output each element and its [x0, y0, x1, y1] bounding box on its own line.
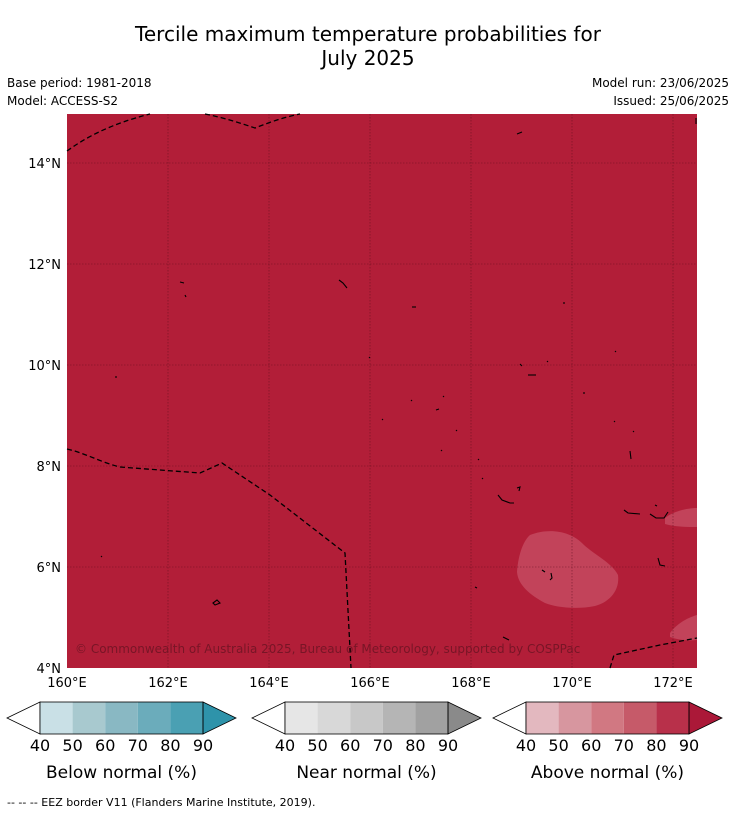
colorbar-segment — [317, 702, 351, 734]
colorbar-outline — [39, 701, 204, 735]
colorbar-outline — [525, 701, 690, 735]
colorbar-tick: 90 — [438, 736, 458, 755]
latitude-labels: 14°N 12°N 10°N 8°N 6°N 4°N — [28, 157, 61, 677]
colorbar-tick: 80 — [405, 736, 425, 755]
colorbar-high-extension — [688, 701, 723, 735]
colorbar-segment — [72, 702, 106, 734]
title-line-2: July 2025 — [321, 46, 415, 70]
colorbar-segment — [591, 702, 624, 734]
colorbar-tick: 40 — [516, 736, 536, 755]
colorbar-tick: 70 — [128, 736, 148, 755]
map-title: Tercile maximum temperature probabilitie… — [0, 22, 736, 70]
colorbar-tick: 90 — [193, 736, 213, 755]
lon-label: 164°E — [249, 676, 289, 691]
colorbar-segment — [526, 702, 559, 734]
colorbar-near-normal: 40 50 60 70 80 90 Near normal (%) — [251, 701, 482, 783]
eez-borders — [66, 113, 698, 669]
colorbar-segment — [285, 702, 318, 734]
issued-date: Issued: 25/06/2025 — [613, 94, 729, 108]
meta-right: Model run: 23/06/2025 Issued: 25/06/2025 — [592, 74, 729, 110]
colorbar-low-extension — [6, 701, 41, 735]
colorbar-tick: 80 — [160, 736, 180, 755]
colorbar-title: Below normal (%) — [46, 763, 197, 783]
colorbar-high-extension — [447, 701, 482, 735]
eez-footnote: -- -- -- EEZ border V11 (Flanders Marine… — [7, 796, 316, 809]
lon-label: 166°E — [350, 676, 390, 691]
colorbar-segment — [656, 702, 689, 734]
lat-label: 8°N — [37, 460, 62, 475]
colorbar-segment — [382, 702, 416, 734]
map-panel: © Commonwealth of Australia 2025, Bureau… — [66, 113, 698, 669]
meta-left: Base period: 1981-2018 Model: ACCESS-S2 — [7, 74, 152, 110]
lower-probability-patch — [517, 531, 619, 608]
lon-label: 168°E — [451, 676, 491, 691]
lon-label: 170°E — [552, 676, 592, 691]
colorbar-above-normal: 40 50 60 70 80 90 Above normal (%) — [492, 701, 723, 783]
colorbar-tick: 60 — [95, 736, 115, 755]
lat-label: 14°N — [28, 157, 61, 172]
colorbar-title: Near normal (%) — [296, 763, 436, 783]
lower-probability-patch — [670, 615, 697, 641]
colorbar-segment — [415, 702, 448, 734]
title-line-1: Tercile maximum temperature probabilitie… — [135, 22, 601, 46]
lat-label: 6°N — [37, 561, 62, 576]
colorbar-outline — [284, 701, 449, 735]
lat-label: 4°N — [37, 662, 62, 677]
lon-label: 160°E — [47, 676, 87, 691]
colorbar-segment — [350, 702, 383, 734]
model-name: Model: ACCESS-S2 — [7, 94, 119, 108]
colorbar-tick: 40 — [275, 736, 295, 755]
colorbar-segment — [137, 702, 171, 734]
gridlines — [67, 114, 697, 668]
longitude-labels: 160°E 162°E 164°E 166°E 168°E 170°E 172°… — [47, 676, 693, 691]
copyright-notice: © Commonwealth of Australia 2025, Bureau… — [75, 642, 580, 656]
colorbar-high-extension — [202, 701, 237, 735]
lon-label: 162°E — [148, 676, 188, 691]
colorbar-segment — [40, 702, 73, 734]
lat-label: 12°N — [28, 258, 61, 273]
colorbar-tick: 50 — [307, 736, 327, 755]
colorbar-segment — [623, 702, 657, 734]
colorbar-tick: 70 — [373, 736, 393, 755]
colorbar-tick: 50 — [62, 736, 82, 755]
colorbar-tick: 80 — [646, 736, 666, 755]
colorbar-tick: 60 — [340, 736, 360, 755]
colorbar-tick: 50 — [548, 736, 568, 755]
colorbar-segment — [170, 702, 203, 734]
colorbar-low-extension — [492, 701, 527, 735]
colorbar-tick: 90 — [679, 736, 699, 755]
colorbar-tick: 60 — [581, 736, 601, 755]
colorbar-below-normal: 40 50 60 70 80 90 Below normal (%) — [6, 701, 237, 783]
base-period: Base period: 1981-2018 — [7, 76, 152, 90]
islands — [100, 118, 697, 641]
lat-label: 10°N — [28, 359, 61, 374]
colorbar-segment — [105, 702, 138, 734]
colorbar-title: Above normal (%) — [531, 763, 684, 783]
colorbar-segment — [558, 702, 592, 734]
colorbar-low-extension — [251, 701, 286, 735]
model-run: Model run: 23/06/2025 — [591, 76, 729, 90]
colorbar-tick: 70 — [614, 736, 634, 755]
lon-label: 172°E — [653, 676, 693, 691]
colorbar-tick: 40 — [30, 736, 50, 755]
